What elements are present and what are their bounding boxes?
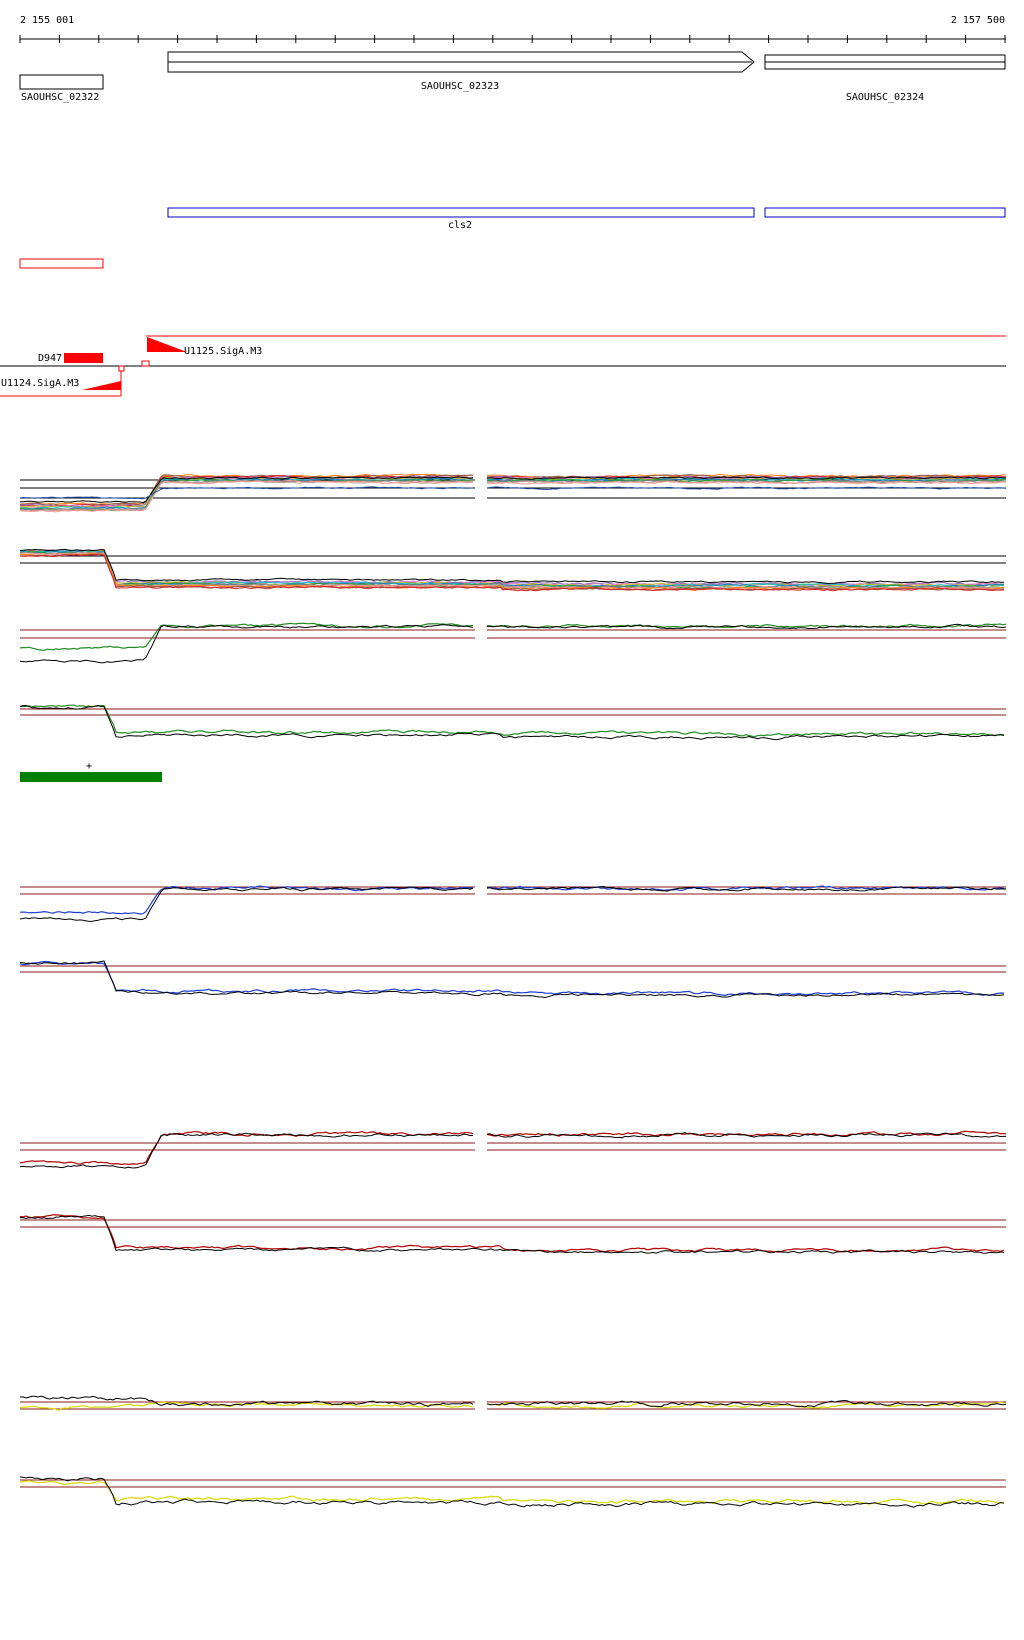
profile-line [19, 1132, 474, 1169]
gene-label-saouhsc-02324: SAOUHSC_02324 [846, 92, 924, 103]
profile-line [486, 885, 1007, 892]
expression-red-bottom [19, 1214, 1006, 1254]
operon-label: cls2 [448, 220, 472, 231]
feature-d947[interactable] [64, 353, 103, 363]
profile-line [19, 1395, 474, 1407]
profile-line [19, 1479, 1005, 1505]
expression-blue-top [19, 885, 1007, 922]
profile-line [19, 479, 474, 513]
expression-yellow-top [19, 1395, 1007, 1411]
condition-mark: + [86, 761, 92, 772]
profile-line [19, 1401, 474, 1411]
ruler-end-label: 2 157 500 [951, 15, 1005, 26]
promoter-marker [141, 360, 150, 367]
feature-label-d947: D947 [38, 353, 62, 364]
expression-green-bottom [19, 704, 1006, 741]
profile-line [486, 476, 1006, 480]
profile-line [19, 704, 1005, 741]
profile-line [19, 476, 473, 509]
profile-line [19, 553, 1005, 592]
expression-tracks [19, 473, 1007, 1508]
profile-line [19, 478, 473, 512]
operon-segment[interactable] [764, 207, 1006, 218]
expression-multi-top [19, 473, 1007, 513]
profile-line [19, 476, 474, 504]
promoter-label-u1125: U1125.SigA.M3 [184, 346, 262, 357]
gene-track: SAOUHSC_02322 SAOUHSC_02323 SAOUHSC_0232… [19, 51, 1006, 103]
profile-line [20, 1214, 1005, 1254]
condition-track: + [20, 761, 162, 782]
profile-line [486, 623, 1007, 630]
expression-yellow-bottom [19, 1476, 1006, 1508]
profile-line [486, 1132, 1006, 1139]
gene-saouhsc-02323[interactable] [167, 51, 755, 73]
profile-line [19, 486, 474, 500]
profile-line [19, 552, 1005, 590]
profile-line [19, 1130, 474, 1166]
profile-line [19, 886, 474, 922]
gene-label-saouhsc-02322: SAOUHSC_02322 [21, 92, 99, 103]
profile-line [19, 548, 1005, 584]
expression-blue-bottom [19, 960, 1006, 999]
ruler-ticks [19, 35, 1006, 43]
profile-line [486, 486, 1007, 491]
profile-line [19, 960, 1005, 999]
feature-track: D947 U1125.SigA.M3 U1124.SigA.M3 [0, 258, 1006, 397]
profile-line [19, 960, 1005, 997]
promoter-label-u1124: U1124.SigA.M3 [1, 378, 79, 389]
condition-block[interactable] [20, 772, 162, 782]
profile-line [19, 1476, 1005, 1508]
profile-line [19, 479, 474, 512]
expression-red-top [19, 1130, 1007, 1169]
profile-line [486, 623, 1007, 629]
profile-line [19, 553, 1005, 591]
operon-segment[interactable] [167, 207, 755, 218]
gene-saouhsc-02322[interactable] [19, 74, 104, 90]
profile-line [19, 624, 474, 664]
promoter-u1124[interactable] [82, 381, 121, 390]
coordinate-ruler: 2 155 001 2 157 500 [19, 15, 1006, 43]
profile-line [486, 474, 1007, 479]
ruler-start-label: 2 155 001 [20, 15, 74, 26]
profile-line [486, 1399, 1007, 1408]
expression-multi-bottom [19, 548, 1006, 592]
profile-line [486, 480, 1007, 485]
promoter-u1125[interactable] [147, 337, 187, 352]
profile-line [19, 885, 474, 915]
operon-track: cls2 [167, 207, 1006, 231]
profile-line [20, 704, 1005, 738]
promoter-marker [118, 365, 125, 372]
expression-green-top [19, 622, 1007, 664]
gene-label-saouhsc-02323: SAOUHSC_02323 [421, 81, 499, 92]
feature-box[interactable] [19, 258, 104, 269]
profile-line [486, 885, 1007, 892]
